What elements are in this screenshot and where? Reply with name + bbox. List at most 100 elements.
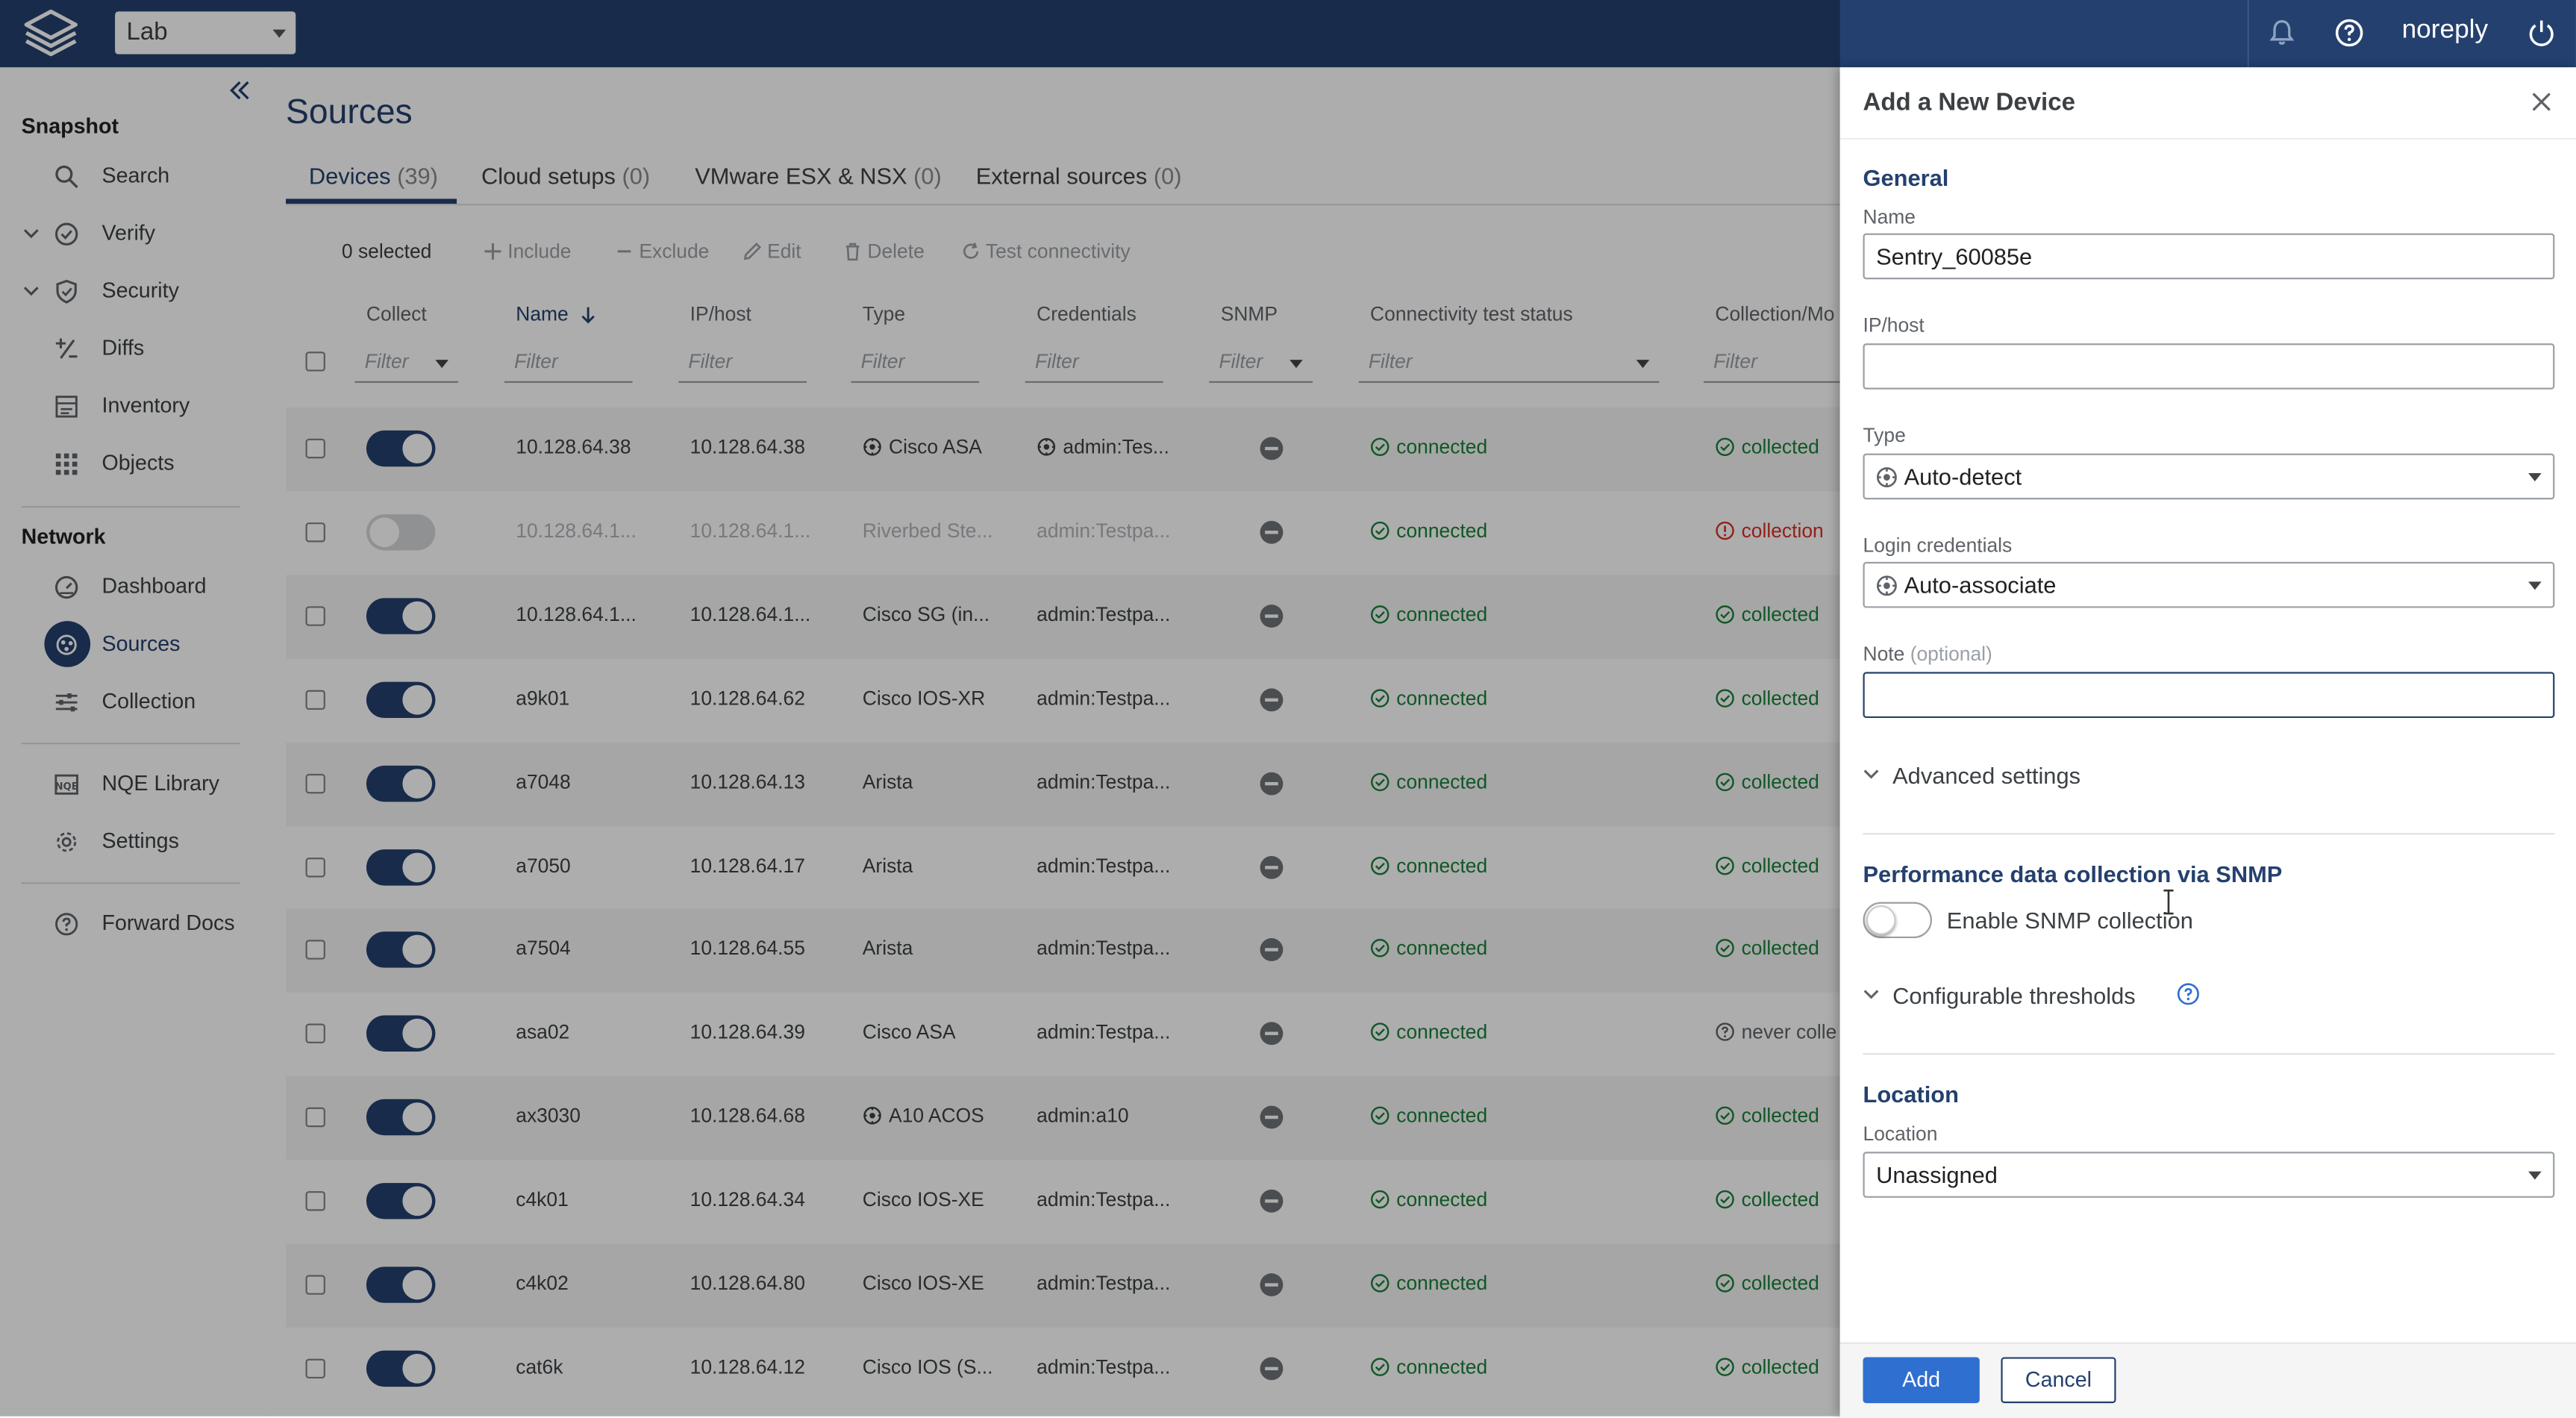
row-checkbox[interactable] [305,689,325,710]
chevron-down-icon[interactable] [23,283,40,299]
column-header-ip[interactable]: IP/host [690,302,751,325]
delete-button[interactable]: Delete [842,240,925,263]
collect-toggle[interactable] [366,765,436,802]
row-checkbox[interactable] [305,1191,325,1211]
collapse-sidebar-icon[interactable] [228,79,251,102]
device-name[interactable]: a7050 [516,853,571,877]
ip-host-input[interactable] [1863,343,2555,390]
collect-toggle[interactable] [366,1183,436,1219]
location-select[interactable]: Unassigned [1863,1152,2555,1198]
sidebar-item-dashboard[interactable]: Dashboard [0,562,264,611]
collect-toggle[interactable] [366,1099,436,1136]
table-row[interactable]: a7050 10.128.64.17 Arista admin:Testpa... co… [286,825,1840,909]
device-name[interactable]: a7504 [516,937,571,961]
edit-button[interactable]: Edit [743,240,801,263]
sidebar-item-diffs[interactable]: Diffs [0,324,264,373]
table-row[interactable]: a9k01 10.128.64.62 Cisco IOS-XR admin:Testp… [286,658,1840,742]
column-header-type[interactable]: Type [862,302,906,325]
table-row[interactable]: 10.128.64.1... 10.128.64.1... Cisco SG (in… [286,575,1840,659]
tab-external-sources[interactable]: External sources (0) [976,163,1182,189]
row-checkbox[interactable] [305,1024,325,1044]
table-row[interactable]: asa02 10.128.64.39 Cisco ASA admin:Testpa..… [286,993,1840,1076]
cancel-button[interactable]: Cancel [2001,1357,2116,1404]
row-checkbox[interactable] [305,857,325,877]
sidebar-item-settings[interactable]: Settings [0,816,264,866]
collect-toggle[interactable] [366,849,436,885]
table-row[interactable]: 10.128.64.38 10.128.64.38 Cisco ASA admin:T… [286,407,1840,492]
collect-toggle[interactable] [366,932,436,969]
table-row[interactable]: c4k01 10.128.64.34 Cisco IOS-XE admin:Testp… [286,1160,1840,1243]
column-header-collect[interactable]: Collect [366,302,427,325]
power-icon[interactable] [2527,18,2557,48]
select-all-checkbox[interactable] [305,352,325,372]
exclude-button[interactable]: Exclude [614,240,709,263]
column-header-credentials[interactable]: Credentials [1037,302,1137,325]
column-header-collection[interactable]: Collection/Mo [1715,302,1835,325]
device-name[interactable]: c4k02 [516,1271,569,1295]
modal-overlay[interactable] [0,0,1840,1417]
add-button[interactable]: Add [1863,1357,1980,1404]
help-circle-icon[interactable] [2177,982,2200,1005]
collect-toggle[interactable] [366,1350,436,1387]
row-checkbox[interactable] [305,438,325,459]
table-row[interactable]: a7048 10.128.64.13 Arista admin:Testpa... co… [286,742,1840,826]
sidebar-item-verify[interactable]: Verify [0,209,264,258]
collect-toggle[interactable] [366,597,436,634]
row-checkbox[interactable] [305,1358,325,1378]
collect-toggle[interactable] [366,430,436,467]
sidebar-item-forward-docs[interactable]: Forward Docs [0,899,264,948]
filter-collection[interactable]: Filter [1703,345,1840,383]
row-checkbox[interactable] [305,605,325,626]
tab-devices[interactable]: Devices (39) [309,163,438,189]
table-row[interactable]: c4k02 10.128.64.80 Cisco IOS-XE admin:Testp… [286,1243,1840,1328]
device-name[interactable]: asa02 [516,1020,570,1044]
filter-snmp[interactable]: Filter [1209,345,1313,383]
device-name[interactable]: cat6k [516,1355,563,1378]
help-icon[interactable] [2334,18,2364,48]
filter-connectivity[interactable]: Filter [1358,345,1660,383]
row-checkbox[interactable] [305,1275,325,1295]
table-row[interactable]: a7504 10.128.64.55 Arista admin:Testpa... co… [286,909,1840,993]
type-select[interactable]: Auto-detect [1863,453,2555,500]
collect-toggle[interactable] [366,1266,436,1303]
filter-type[interactable]: Filter [851,345,980,383]
table-row[interactable]: 10.128.64.1... 10.128.64.1... Riverbed Ste… [286,491,1840,575]
bell-icon[interactable] [2267,18,2297,48]
configurable-thresholds-toggle[interactable]: Configurable thresholds [1863,982,2136,1009]
collect-toggle[interactable] [366,513,436,551]
sidebar-item-sources[interactable]: Sources [0,619,264,669]
device-name[interactable]: 10.128.64.1... [516,602,637,626]
row-checkbox[interactable] [305,940,325,961]
device-name[interactable]: c4k01 [516,1187,569,1211]
filter-name[interactable]: Filter [504,345,633,383]
column-header-snmp[interactable]: SNMP [1220,302,1278,325]
credentials-select[interactable]: Auto-associate [1863,561,2555,608]
test-connectivity-button[interactable]: Test connectivity [961,240,1131,263]
column-header-name[interactable]: Name [516,302,597,325]
collect-toggle[interactable] [366,1016,436,1052]
row-checkbox[interactable] [305,773,325,793]
chevron-down-icon[interactable] [23,225,40,242]
sidebar-item-objects[interactable]: Objects [0,439,264,488]
filter-ip[interactable]: Filter [678,345,807,383]
device-name[interactable]: 10.128.64.38 [516,435,631,459]
advanced-settings-toggle[interactable]: Advanced settings [1863,762,2081,789]
user-menu[interactable]: noreply [2401,16,2489,45]
table-row[interactable]: cat6k 10.128.64.12 Cisco IOS (S... admin:Te… [286,1328,1840,1411]
sidebar-item-search[interactable]: Search [0,152,264,201]
column-header-connectivity[interactable]: Connectivity test status [1370,302,1573,325]
sidebar-item-inventory[interactable]: Inventory [0,381,264,431]
table-row[interactable]: ax3030 10.128.64.68 A10 ACOS admin:a10 conne… [286,1076,1840,1161]
note-input[interactable] [1863,672,2555,719]
tab-vmware[interactable]: VMware ESX & NSX (0) [695,163,942,189]
close-icon[interactable] [2530,90,2553,113]
snapshot-select[interactable]: Lab [115,11,296,54]
sidebar-item-collection[interactable]: Collection [0,677,264,726]
row-checkbox[interactable] [305,1108,325,1128]
name-input[interactable]: Sentry_60085e [1863,233,2555,280]
filter-credentials[interactable]: Filter [1025,345,1163,383]
device-name[interactable]: a7048 [516,769,571,793]
tab-cloud-setups[interactable]: Cloud setups (0) [481,163,650,189]
sidebar-item-nqe-library[interactable]: NQE NQE Library [0,759,264,808]
device-name[interactable]: 10.128.64.1... [516,519,637,543]
